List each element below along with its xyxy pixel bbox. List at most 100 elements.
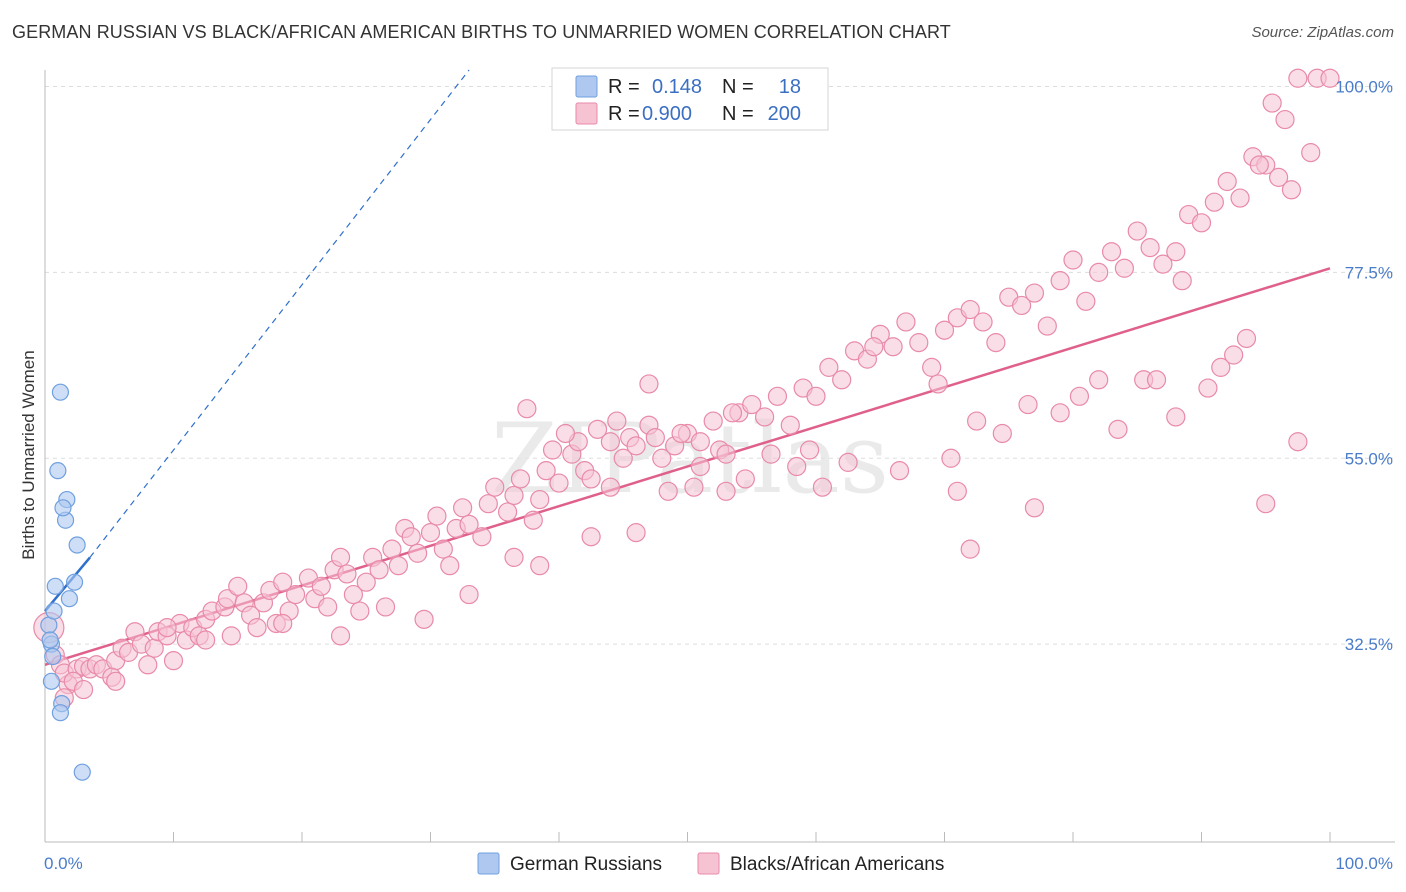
- point-blacks-african-americans-70: [536, 461, 556, 481]
- point-blacks-african-americans-81: [645, 428, 665, 448]
- point-blacks-african-americans-54: [408, 543, 428, 563]
- point-blacks-african-americans-35: [273, 572, 293, 592]
- point-blacks-african-americans-64: [485, 477, 505, 497]
- legend-n-label-2: N =: [722, 103, 754, 125]
- point-blacks-african-americans-198: [626, 523, 646, 543]
- point-blacks-african-americans-175: [947, 481, 967, 501]
- y-tick-label-2: 77.5%: [1345, 263, 1393, 282]
- point-blacks-african-americans-65: [498, 502, 518, 522]
- point-blacks-african-americans-123: [1166, 242, 1186, 262]
- legend-r-value-1: 0.148: [652, 76, 702, 98]
- point-blacks-african-americans-152: [1018, 394, 1038, 415]
- point-blacks-african-americans-105: [934, 320, 955, 340]
- point-blacks-african-americans-140: [517, 399, 537, 419]
- point-blacks-african-americans-37: [285, 584, 306, 605]
- point-blacks-african-americans-169: [600, 477, 621, 497]
- legend-n-value-2: 200: [768, 103, 801, 125]
- point-blacks-african-americans-31: [247, 618, 267, 638]
- point-blacks-african-americans-131: [1268, 167, 1289, 187]
- point-blacks-african-americans-172: [799, 440, 820, 460]
- x-tick-label-0: 0.0%: [44, 854, 83, 873]
- point-blacks-african-americans-163: [838, 452, 858, 472]
- point-german-russians-16: [73, 763, 91, 781]
- chart-source: Source: ZipAtlas.com: [1251, 24, 1394, 41]
- y-tick-label-1: 55.0%: [1345, 449, 1393, 468]
- legend-r-label-2: R =: [608, 103, 640, 125]
- point-blacks-african-americans-189: [106, 671, 126, 691]
- point-blacks-african-americans-114: [1050, 271, 1070, 291]
- point-german-russians-12: [65, 573, 84, 591]
- trend-line-german-russians-extension: [89, 69, 470, 558]
- legend-box: [551, 67, 829, 131]
- point-blacks-african-americans-103: [909, 333, 929, 353]
- point-german-russians-6: [51, 383, 70, 401]
- point-blacks-african-americans-82: [652, 448, 672, 468]
- x-tick-label-1: 100.0%: [1335, 854, 1393, 873]
- point-blacks-african-americans-50: [382, 539, 402, 559]
- bottom-legend-swatch-pink: [697, 852, 720, 875]
- point-blacks-african-americans-113: [1037, 316, 1057, 336]
- point-blacks-african-americans-199: [684, 477, 704, 497]
- point-blacks-african-americans-177: [1024, 498, 1045, 518]
- point-blacks-african-americans-181: [1288, 432, 1308, 452]
- point-german-russians-3: [42, 672, 61, 690]
- legend-swatch-blue: [575, 75, 598, 98]
- point-blacks-african-americans-151: [992, 423, 1012, 444]
- point-blacks-african-americans-188: [138, 655, 158, 675]
- point-blacks-african-americans-127: [1217, 171, 1237, 192]
- point-blacks-african-americans-164: [812, 477, 833, 497]
- point-blacks-african-americans-101: [883, 337, 903, 357]
- point-blacks-african-americans-138: [1262, 93, 1282, 113]
- point-blacks-african-americans-120: [1127, 221, 1147, 241]
- point-blacks-african-americans-161: [1224, 345, 1244, 365]
- point-blacks-african-americans-40: [311, 576, 331, 596]
- point-german-russians-4: [45, 602, 63, 620]
- point-blacks-african-americans-118: [1101, 242, 1122, 262]
- point-blacks-african-americans-149: [928, 374, 948, 394]
- point-blacks-african-americans-51: [388, 556, 408, 576]
- point-blacks-african-americans-86: [703, 411, 723, 431]
- point-blacks-african-americans-49: [369, 560, 389, 580]
- point-blacks-african-americans-134: [1275, 109, 1295, 130]
- point-blacks-african-americans-61: [459, 514, 479, 534]
- point-blacks-african-americans-135: [1288, 68, 1308, 88]
- point-blacks-african-americans-79: [626, 436, 646, 456]
- point-blacks-african-americans-187: [163, 651, 184, 671]
- point-blacks-african-americans-132: [1281, 180, 1302, 200]
- point-blacks-african-americans-155: [1089, 370, 1109, 390]
- point-blacks-african-americans-47: [356, 572, 376, 592]
- point-blacks-african-americans-46: [350, 601, 370, 621]
- point-blacks-african-americans-197: [581, 527, 601, 547]
- point-blacks-african-americans-91: [754, 407, 775, 427]
- legend-r-value-2: 0.900: [642, 103, 692, 125]
- point-blacks-african-americans-122: [1153, 254, 1173, 274]
- point-blacks-african-americans-107: [960, 299, 980, 320]
- point-blacks-african-americans-171: [716, 481, 736, 501]
- point-blacks-african-americans-156: [1108, 419, 1128, 439]
- point-blacks-african-americans-195: [459, 584, 479, 605]
- series-blacks-african-americans: [33, 68, 1340, 708]
- point-blacks-african-americans-153: [1050, 403, 1070, 423]
- point-blacks-african-americans-53: [401, 527, 421, 547]
- point-blacks-african-americans-76: [600, 432, 621, 452]
- point-blacks-african-americans-96: [819, 357, 839, 377]
- x-tick-labels: 0.0% 100.0%: [44, 854, 1393, 873]
- bottom-legend-label-german-russians: German Russians: [510, 854, 662, 875]
- point-blacks-african-americans-88: [716, 444, 736, 464]
- point-blacks-african-americans-147: [787, 456, 807, 477]
- bottom-legend: German Russians Blacks/African Americans: [477, 852, 944, 875]
- point-blacks-african-americans-67: [510, 469, 531, 489]
- point-blacks-african-americans-196: [530, 556, 550, 576]
- point-blacks-african-americans-184: [330, 626, 351, 646]
- point-blacks-african-americans-128: [1230, 188, 1250, 208]
- legend-swatch-pink: [575, 102, 598, 125]
- legend-n-label-1: N =: [722, 76, 754, 98]
- point-blacks-african-americans-90: [742, 394, 762, 415]
- point-blacks-african-americans-55: [420, 523, 441, 543]
- axes: [44, 70, 1395, 843]
- point-blacks-african-americans-121: [1140, 238, 1160, 258]
- point-blacks-african-americans-45: [343, 584, 363, 605]
- point-blacks-african-americans-182: [504, 547, 524, 567]
- point-blacks-african-americans-62: [472, 527, 492, 547]
- point-blacks-african-americans-43: [330, 547, 351, 567]
